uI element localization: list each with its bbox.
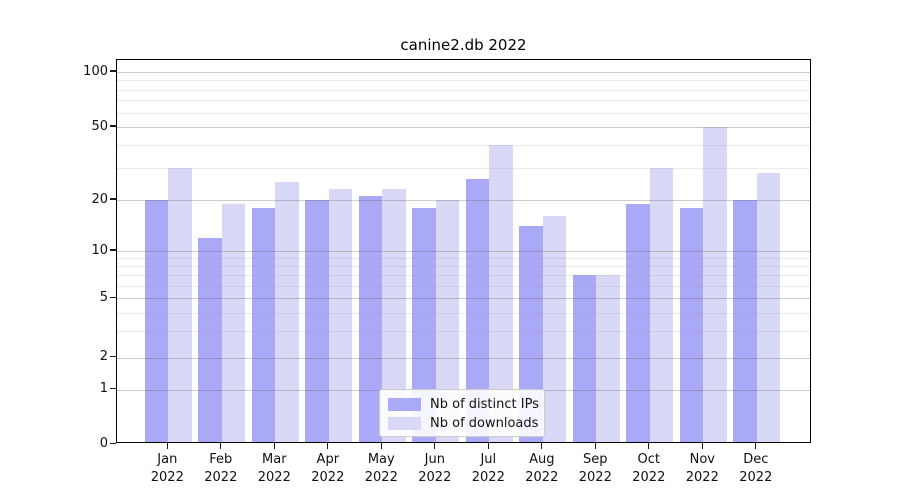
- bars-layer: [117, 60, 810, 442]
- gridline-minor: [117, 331, 810, 333]
- bar-distinct-ips: [465, 179, 490, 442]
- gridline-major: [117, 298, 810, 300]
- y-tick-label: 50: [91, 118, 108, 134]
- bar-distinct-ips: [572, 275, 597, 442]
- gridline-major: [117, 251, 810, 252]
- legend-label-downloads: Nb of downloads: [430, 416, 539, 431]
- gridline-minor: [117, 258, 810, 260]
- x-tick: [220, 443, 222, 450]
- x-tick-label: Aug 2022: [525, 452, 559, 485]
- gridline-minor: [117, 80, 810, 82]
- y-tick: [109, 125, 116, 127]
- gridline-minor: [117, 167, 810, 169]
- y-tick: [109, 388, 116, 390]
- plot-area: [116, 59, 811, 443]
- x-tick: [327, 443, 329, 450]
- gridline-minor: [117, 275, 810, 277]
- bar-downloads: [221, 203, 246, 442]
- bar-downloads: [328, 188, 353, 442]
- y-tick-label: 2: [99, 349, 108, 365]
- legend: Nb of distinct IPs Nb of downloads: [379, 389, 545, 437]
- y-tick: [109, 356, 116, 358]
- y-tick-label: 5: [99, 289, 108, 305]
- gridline-minor: [117, 112, 810, 114]
- x-tick: [701, 443, 703, 450]
- bar-distinct-ips: [733, 200, 757, 442]
- bar-distinct-ips: [412, 207, 436, 442]
- gridline-minor: [117, 312, 810, 314]
- gridline-minor: [117, 285, 810, 287]
- x-tick: [380, 443, 382, 450]
- x-tick-label: Sep 2022: [578, 452, 612, 485]
- y-tick-label: 10: [91, 242, 108, 258]
- gridline-minor: [117, 89, 810, 91]
- y-tick: [109, 198, 116, 200]
- bar-downloads: [489, 144, 513, 442]
- x-tick-label: Oct 2022: [632, 452, 666, 485]
- bar-downloads: [756, 173, 781, 442]
- gridline-minor: [117, 144, 810, 146]
- legend-swatch-distinct-ips: [388, 398, 421, 411]
- x-tick: [594, 443, 596, 450]
- grid-layer: [117, 60, 810, 442]
- x-tick-label: Feb 2022: [204, 452, 238, 485]
- x-tick: [648, 443, 650, 450]
- x-tick-label: Nov 2022: [685, 452, 719, 485]
- gridline-major: [117, 357, 810, 359]
- x-tick-label: May 2022: [364, 452, 398, 485]
- gridline-major: [117, 200, 810, 201]
- x-tick: [273, 443, 275, 450]
- bar-distinct-ips: [251, 207, 276, 442]
- y-tick-label: 1: [99, 381, 108, 397]
- bar-distinct-ips: [358, 196, 383, 442]
- legend-row-distinct-ips: Nb of distinct IPs: [388, 395, 539, 414]
- bar-downloads: [649, 167, 674, 442]
- bar-distinct-ips: [305, 200, 329, 442]
- chart-title: canine2.db 2022: [400, 36, 527, 54]
- x-tick-label: Dec 2022: [739, 452, 773, 485]
- legend-label-distinct-ips: Nb of distinct IPs: [430, 397, 539, 412]
- gridline-minor: [117, 266, 810, 268]
- bar-downloads: [168, 167, 192, 442]
- bar-distinct-ips: [144, 200, 169, 442]
- legend-row-downloads: Nb of downloads: [388, 414, 539, 433]
- y-tick: [109, 296, 116, 298]
- x-tick: [541, 443, 543, 450]
- x-tick-label: Jul 2022: [471, 452, 505, 485]
- bar-downloads: [382, 188, 406, 442]
- bar-distinct-ips: [519, 226, 543, 442]
- bar-downloads: [435, 200, 460, 442]
- x-tick-label: Jun 2022: [418, 452, 452, 485]
- bar-distinct-ips: [679, 207, 704, 442]
- bar-downloads: [596, 275, 620, 442]
- legend-swatch-downloads: [388, 417, 421, 430]
- x-tick-label: Apr 2022: [311, 452, 345, 485]
- gridline-minor: [117, 100, 810, 102]
- x-tick: [487, 443, 489, 450]
- y-tick-label: 100: [83, 63, 108, 79]
- y-tick-label: 0: [99, 435, 108, 451]
- x-tick: [166, 443, 168, 450]
- x-tick: [434, 443, 436, 450]
- x-tick-label: Mar 2022: [257, 452, 291, 485]
- y-tick: [109, 442, 116, 444]
- x-tick-label: Jan 2022: [150, 452, 184, 485]
- bar-downloads: [703, 127, 727, 442]
- y-tick: [109, 70, 116, 72]
- bar-distinct-ips: [626, 203, 650, 442]
- gridline-major: [117, 72, 810, 73]
- bar-distinct-ips: [198, 237, 222, 442]
- y-tick-label: 20: [91, 191, 108, 207]
- bar-downloads: [275, 182, 299, 442]
- y-tick: [109, 249, 116, 251]
- gridline-major: [117, 127, 810, 128]
- bar-downloads: [542, 216, 567, 442]
- x-tick: [755, 443, 757, 450]
